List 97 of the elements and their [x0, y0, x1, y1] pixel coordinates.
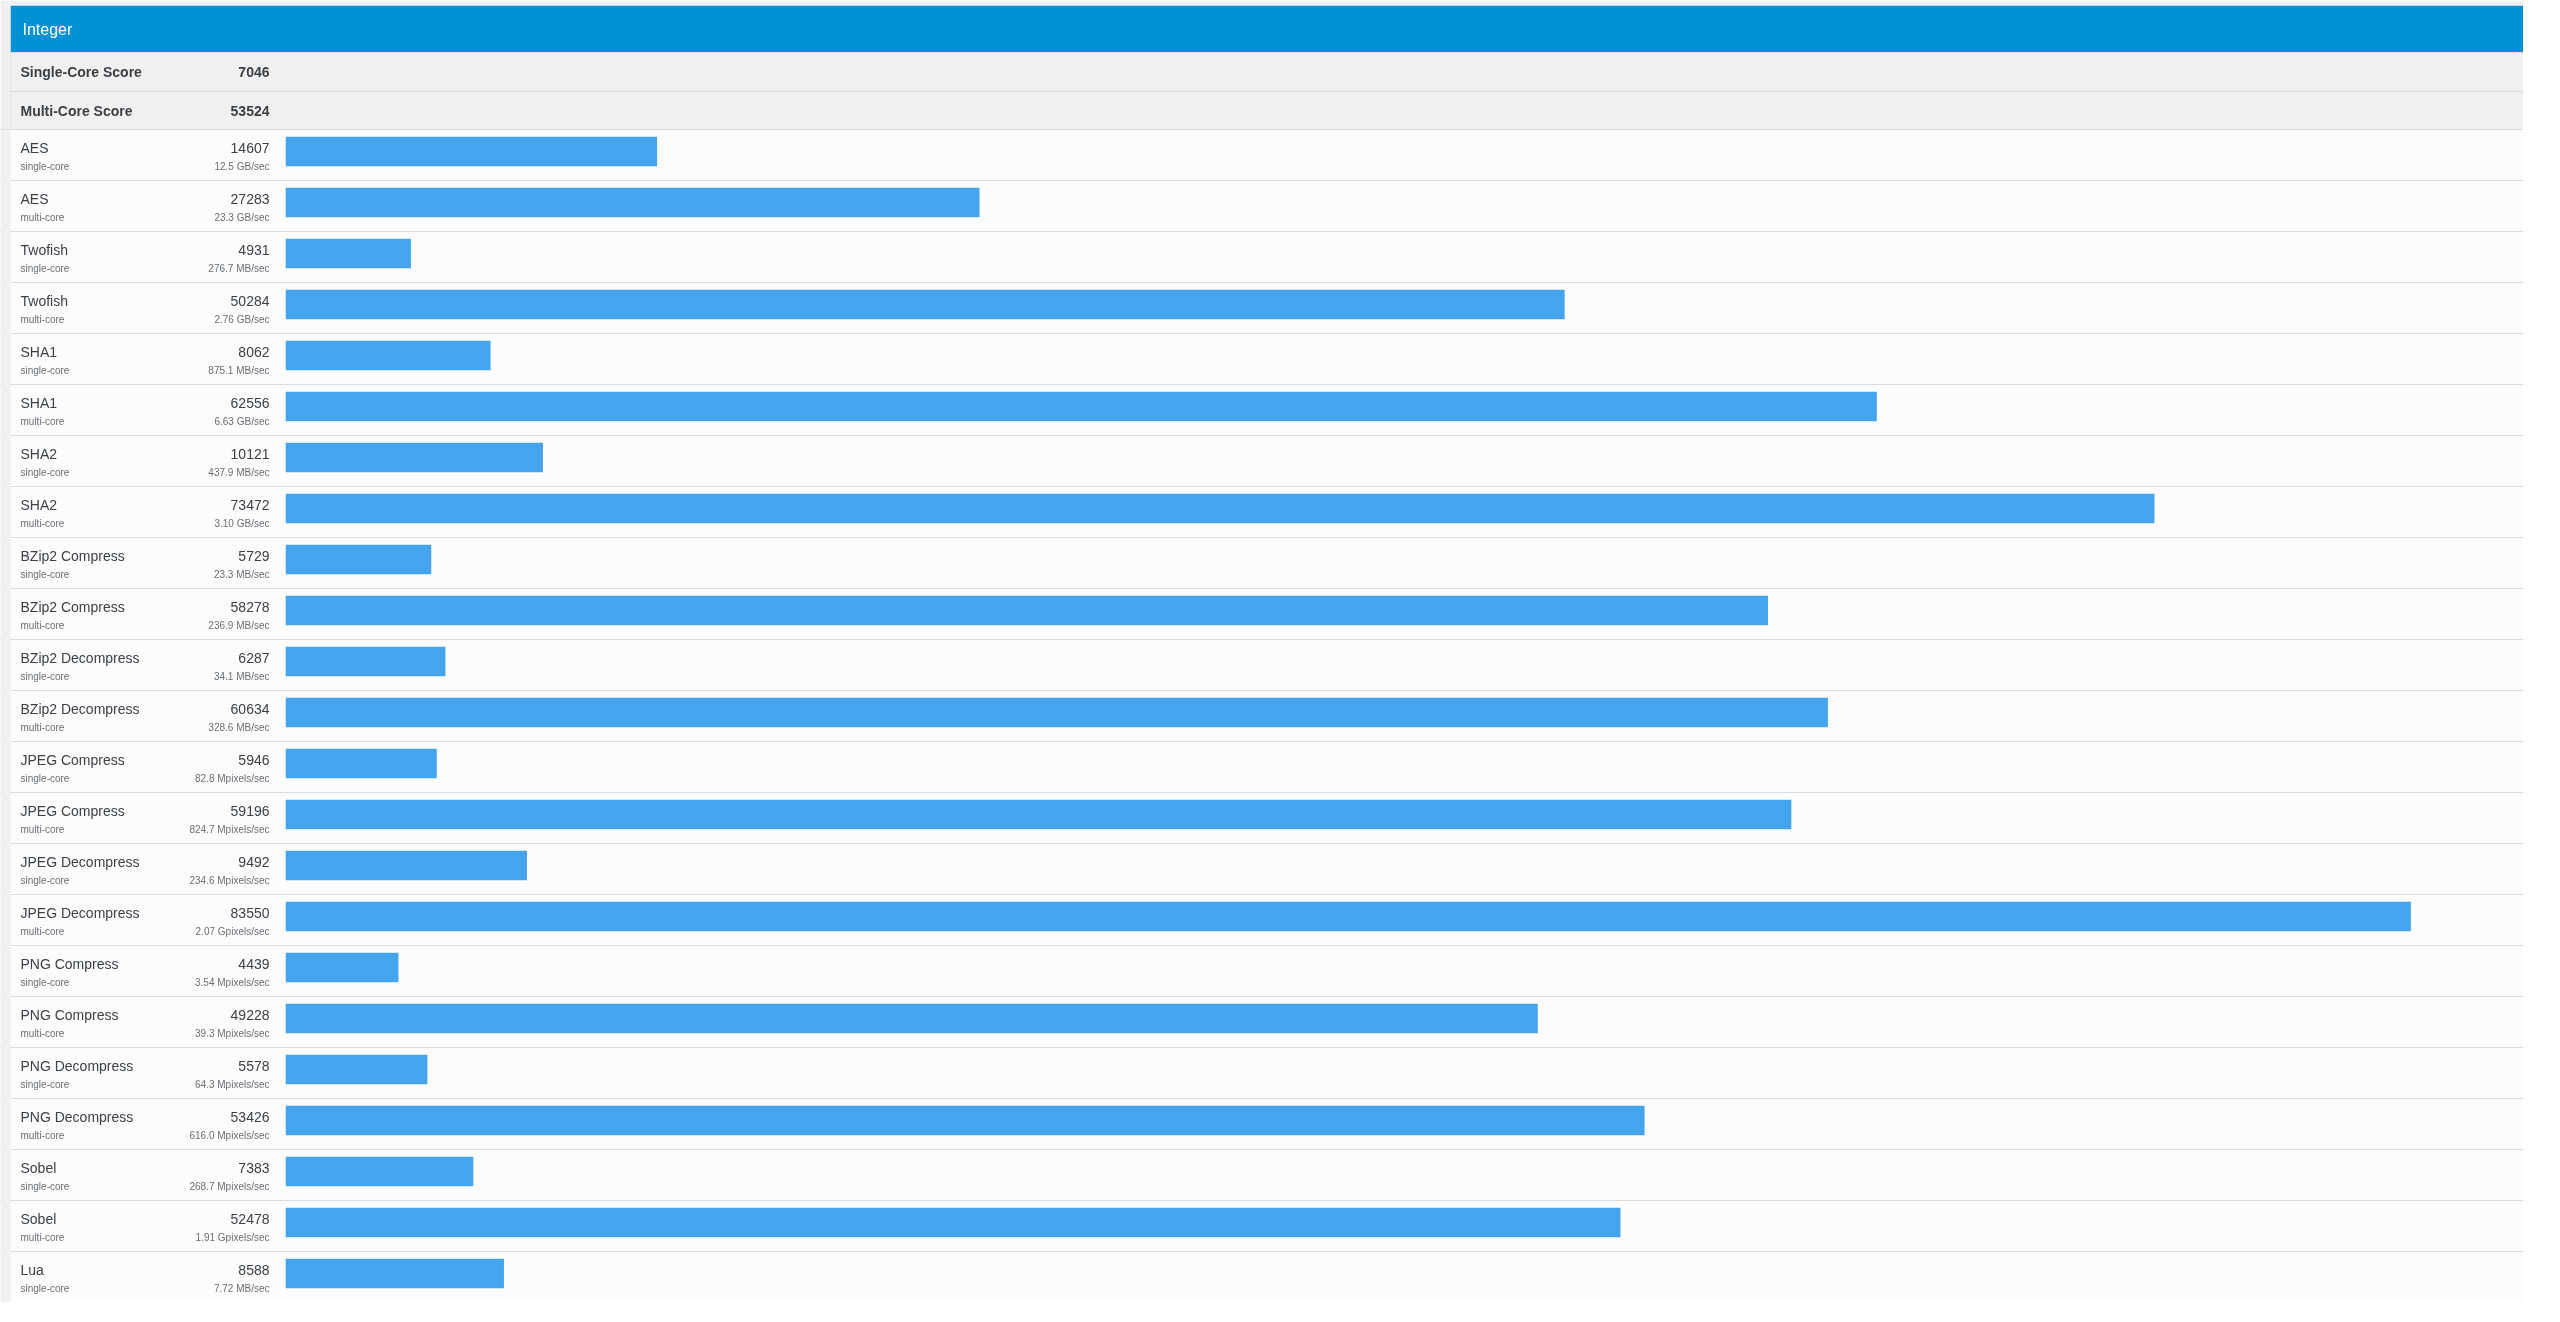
data-label: 62556: [230, 394, 270, 411]
text: 2.07 Gpixels/sec: [195, 926, 270, 938]
bar: [285, 595, 1768, 626]
category-label: Sobel single-core: [20, 1159, 70, 1193]
bar: [285, 952, 399, 983]
bar: [285, 799, 1792, 830]
data-label: 14607: [230, 139, 270, 156]
category-label: JPEG Decompress multi-core: [20, 904, 140, 938]
text: 3.10 GB/sec: [214, 518, 270, 530]
bar: [285, 391, 1877, 422]
category-label: JPEG Decompress single-core: [20, 853, 140, 887]
text: 234.6 Mpixels/sec: [189, 875, 270, 887]
bar: [285, 1054, 428, 1085]
category-label: Lua single-core: [20, 1261, 70, 1295]
text: 39.3 Mpixels/sec: [195, 1028, 270, 1040]
text: 236.9 MB/sec: [208, 620, 270, 632]
bar: [285, 748, 437, 779]
data-label: 73472: [230, 496, 270, 513]
data-label: 49228: [230, 1006, 270, 1023]
data-label: 8588: [238, 1261, 270, 1278]
bar: [285, 136, 658, 167]
category-label: AES multi-core: [20, 190, 65, 224]
text: 23.3 MB/sec: [213, 569, 270, 581]
category-label: SHA2 single-core: [20, 445, 70, 479]
text: 7.72 MB/sec: [213, 1283, 270, 1295]
data-label: 4439: [238, 955, 270, 972]
data-label: 8062: [238, 343, 270, 360]
text: 1.91 Gpixels/sec: [195, 1232, 270, 1244]
text: 328.6 MB/sec: [208, 722, 270, 734]
category-label: JPEG Compress multi-core: [20, 802, 125, 836]
data-label: 9492: [238, 853, 270, 870]
bar: [285, 1003, 1538, 1034]
bar: [285, 493, 2155, 524]
text: 276.7 MB/sec: [208, 263, 270, 275]
text: 34.1 MB/sec: [213, 671, 270, 683]
data-label: 27283: [230, 190, 270, 207]
category-label: PNG Compress multi-core: [20, 1006, 119, 1040]
text: 53524: [230, 102, 270, 119]
text: Multi-Core Score: [20, 102, 133, 119]
text: 875.1 MB/sec: [208, 365, 270, 377]
category-label: Twofish multi-core: [20, 292, 68, 326]
category-label: BZip2 Decompress multi-core: [20, 700, 140, 734]
text: 2.76 GB/sec: [214, 314, 270, 326]
data-label: 5729: [238, 547, 270, 564]
bar: [285, 1105, 1645, 1136]
text: 616.0 Mpixels/sec: [189, 1130, 270, 1142]
text: 12.5 GB/sec: [214, 161, 270, 173]
bar: [285, 1258, 504, 1289]
text: 6.63 GB/sec: [214, 416, 270, 428]
data-label: 5578: [238, 1057, 270, 1074]
category-label: PNG Decompress single-core: [20, 1057, 134, 1091]
category-label: Sobel multi-core: [20, 1210, 65, 1244]
text: 268.7 Mpixels/sec: [189, 1181, 270, 1193]
category-label: Twofish single-core: [20, 241, 70, 275]
bar: [285, 646, 446, 677]
text: 3.54 Mpixels/sec: [195, 977, 270, 989]
bar: [285, 544, 432, 575]
text: 82.8 Mpixels/sec: [195, 773, 270, 785]
data-label: 52478: [230, 1210, 270, 1227]
bar: [285, 340, 491, 371]
data-label: 83550: [230, 904, 270, 921]
bar: [285, 901, 2411, 932]
category-label: SHA2 multi-core: [20, 496, 65, 530]
data-label: 4931: [238, 241, 270, 258]
category-label: JPEG Compress single-core: [20, 751, 125, 785]
data-label: 60634: [230, 700, 270, 717]
category-label: SHA1 multi-core: [20, 394, 65, 428]
data-label: 10121: [230, 445, 270, 462]
data-label: 58278: [230, 598, 270, 615]
bar: [285, 850, 527, 881]
category-label: BZip2 Compress multi-core: [20, 598, 125, 632]
bar: [285, 289, 1565, 320]
text: 824.7 Mpixels/sec: [189, 824, 270, 836]
category-label: BZip2 Decompress single-core: [20, 649, 140, 683]
text: Single-Core Score: [20, 64, 143, 80]
category-label: AES single-core: [20, 139, 70, 173]
data-label: 6287: [238, 649, 270, 666]
bar: [285, 1156, 474, 1187]
category-label: SHA1 single-core: [20, 343, 70, 377]
text: 437.9 MB/sec: [208, 467, 270, 479]
data-label: 5946: [238, 751, 270, 768]
bar: [285, 238, 411, 269]
text: 64.3 Mpixels/sec: [195, 1079, 270, 1091]
category-label: PNG Decompress multi-core: [20, 1108, 134, 1142]
bar: [285, 1207, 1621, 1238]
bar: [285, 442, 543, 473]
text: Integer: [22, 20, 73, 38]
category-label: PNG Compress single-core: [20, 955, 119, 989]
bar: [285, 697, 1828, 728]
data-label: 7383: [238, 1159, 270, 1176]
data-label: 50284: [230, 292, 270, 309]
category-label: BZip2 Compress single-core: [20, 547, 125, 581]
bar: [285, 187, 980, 218]
data-label: 53426: [230, 1108, 270, 1125]
text: 7046: [238, 64, 270, 80]
text: 23.3 GB/sec: [214, 212, 270, 224]
data-label: 59196: [230, 802, 270, 819]
